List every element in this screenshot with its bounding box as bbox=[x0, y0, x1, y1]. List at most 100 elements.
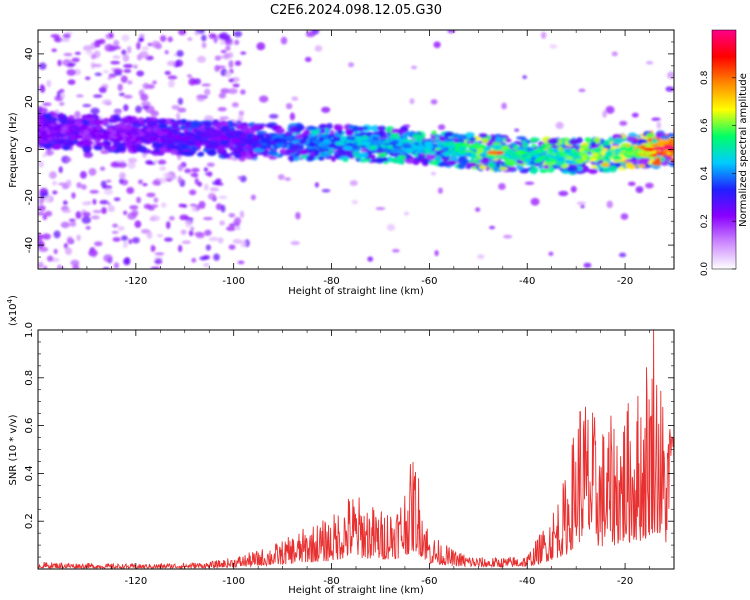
colorbar: 0.0 0.2 0.4 0.6 0.8 Normalized spectral ampl… bbox=[700, 29, 749, 276]
heatmap-cell bbox=[146, 192, 156, 198]
heatmap-cell bbox=[57, 59, 62, 67]
heatmap-cell bbox=[469, 155, 478, 159]
heatmap-cell bbox=[321, 188, 331, 193]
heatmap-cell bbox=[221, 116, 229, 120]
spectrogram-y-ticks: -40 -20 0 20 40 bbox=[24, 29, 674, 270]
heatmap-cell bbox=[408, 148, 414, 153]
heatmap-cell bbox=[614, 152, 621, 156]
heatmap-cell bbox=[203, 216, 213, 221]
heatmap-cell bbox=[58, 182, 68, 186]
heatmap-cell bbox=[102, 69, 110, 74]
heatmap-cell bbox=[55, 133, 65, 138]
heatmap-cell bbox=[237, 175, 243, 180]
heatmap-cell bbox=[117, 83, 123, 92]
heatmap-cell bbox=[232, 220, 239, 226]
heatmap-cell bbox=[626, 136, 636, 142]
heatmap-cell bbox=[203, 262, 210, 268]
heatmap-cell bbox=[56, 138, 65, 146]
heatmap-cell bbox=[193, 78, 202, 85]
heatmap-cell bbox=[371, 125, 380, 132]
heatmap-cell bbox=[626, 152, 635, 156]
heatmap-cell bbox=[493, 144, 503, 150]
heatmap-cell bbox=[152, 133, 159, 138]
heatmap-cell bbox=[314, 182, 320, 188]
heatmap-cell bbox=[146, 230, 153, 239]
heatmap-cell bbox=[120, 75, 128, 83]
heatmap-cell bbox=[184, 168, 192, 174]
x-tick-label: -60 bbox=[421, 276, 437, 287]
heatmap-cell bbox=[547, 138, 559, 145]
heatmap-cell bbox=[478, 165, 487, 170]
heatmap-cell bbox=[38, 127, 41, 134]
heatmap-cell bbox=[215, 203, 223, 211]
heatmap-cell bbox=[145, 160, 153, 165]
heatmap-cell bbox=[228, 120, 234, 128]
heatmap-cell bbox=[76, 234, 81, 242]
heatmap-cell bbox=[388, 141, 399, 145]
heatmap-cell bbox=[593, 147, 603, 153]
heatmap-cell bbox=[118, 146, 125, 151]
heatmap-cell bbox=[112, 114, 121, 122]
heatmap-cell bbox=[526, 147, 535, 152]
heatmap-cell bbox=[62, 208, 72, 214]
heatmap-cell bbox=[612, 137, 624, 145]
heatmap-cell bbox=[75, 211, 82, 219]
heatmap-cell bbox=[198, 139, 204, 144]
heatmap-cell bbox=[235, 226, 241, 231]
heatmap-cell bbox=[529, 150, 537, 156]
heatmap-cell bbox=[673, 130, 674, 132]
heatmap-cell bbox=[74, 120, 83, 126]
heatmap-cell bbox=[127, 80, 133, 85]
heatmap-cell bbox=[76, 134, 82, 140]
colorbar-tick-label: 0.4 bbox=[700, 166, 710, 181]
heatmap-cell bbox=[38, 160, 44, 168]
heatmap-cell bbox=[70, 259, 80, 266]
x-tick-label: -80 bbox=[323, 276, 339, 287]
heatmap-cell bbox=[113, 262, 120, 269]
heatmap-cell bbox=[289, 112, 296, 121]
heatmap-cell bbox=[419, 158, 426, 163]
y-tick-label: 20 bbox=[24, 95, 35, 108]
heatmap-cell bbox=[348, 62, 355, 68]
heatmap-cell bbox=[489, 225, 496, 230]
heatmap-cell bbox=[226, 135, 236, 139]
heatmap-cell bbox=[238, 133, 248, 140]
heatmap-cell bbox=[51, 48, 57, 53]
heatmap-cell bbox=[38, 240, 45, 249]
heatmap-cell bbox=[81, 216, 92, 224]
heatmap-cell bbox=[549, 44, 558, 49]
heatmap-cell bbox=[158, 131, 168, 136]
heatmap-cell bbox=[83, 129, 90, 135]
heatmap-cell bbox=[38, 133, 44, 137]
y-tick-label: 0.4 bbox=[24, 465, 35, 481]
heatmap-cell bbox=[91, 249, 98, 256]
heatmap-cell bbox=[215, 182, 224, 186]
heatmap-cell bbox=[545, 153, 553, 157]
heatmap-cell bbox=[209, 187, 220, 192]
heatmap-cell bbox=[644, 150, 652, 156]
heatmap-cell bbox=[605, 105, 615, 114]
heatmap-cell bbox=[132, 237, 140, 244]
heatmap-cell bbox=[154, 252, 165, 256]
heatmap-cell bbox=[462, 143, 470, 148]
heatmap-cell bbox=[438, 135, 445, 142]
heatmap-cell bbox=[248, 149, 255, 156]
heatmap-cell bbox=[430, 136, 437, 140]
heatmap-cell bbox=[237, 260, 245, 265]
heatmap-cell bbox=[322, 138, 331, 145]
heatmap-cell bbox=[39, 84, 45, 91]
heatmap-cell bbox=[66, 140, 75, 147]
heatmap-cell bbox=[311, 136, 318, 142]
heatmap-cell bbox=[228, 213, 236, 218]
heatmap-cell bbox=[564, 149, 572, 153]
heatmap-cell bbox=[62, 33, 71, 39]
heatmap-cell bbox=[62, 145, 71, 151]
x-tick-label: -40 bbox=[519, 576, 535, 587]
heatmap-cell bbox=[43, 113, 53, 120]
heatmap-cell bbox=[587, 168, 598, 174]
heatmap-cell bbox=[330, 155, 337, 162]
heatmap-cell bbox=[165, 221, 171, 230]
heatmap-cell bbox=[38, 62, 47, 70]
heatmap-cell bbox=[181, 144, 188, 150]
